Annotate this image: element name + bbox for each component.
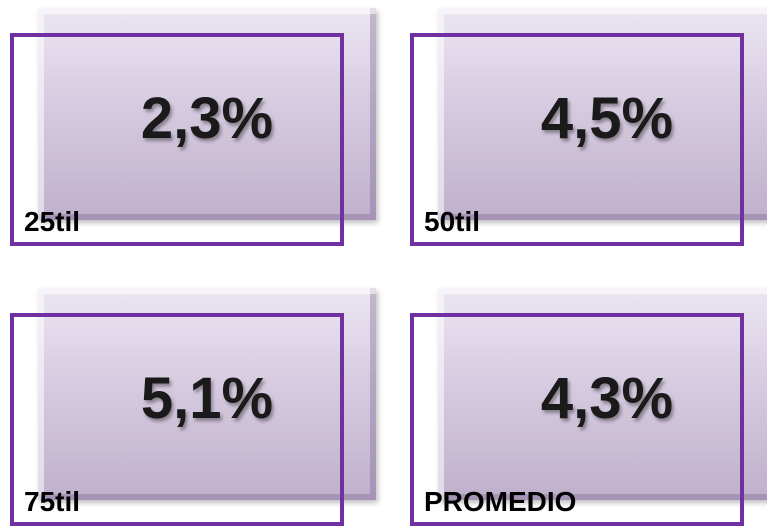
tile-background: [38, 288, 376, 500]
tile-value: 4,3%: [540, 366, 674, 431]
tile-label: PROMEDIO: [424, 486, 577, 517]
tile-label: 75til: [24, 486, 81, 517]
tile-outline: [10, 33, 344, 246]
tile-background: [38, 8, 376, 220]
tile-value: 4,5%: [540, 86, 674, 151]
tile-outline: [410, 33, 744, 246]
tile-background: [438, 8, 767, 220]
tile-label: 25til: [24, 206, 81, 237]
tile-value: 5,1%: [140, 366, 274, 431]
tile-outline: [10, 313, 344, 526]
tile-label: 50til: [424, 206, 481, 237]
tile-outline: [410, 313, 744, 526]
tile-background: [438, 288, 767, 500]
tile-value: 2,3%: [140, 86, 274, 151]
